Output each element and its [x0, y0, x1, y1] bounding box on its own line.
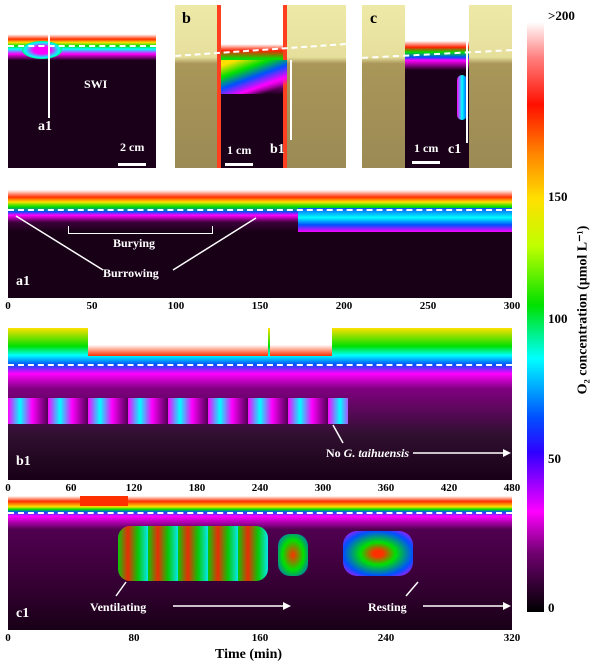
xtick-label: 180	[188, 482, 206, 494]
burrowing-arrows	[15, 215, 257, 271]
colorbar-tick: 50	[548, 451, 561, 466]
profile-line-c1	[466, 38, 468, 143]
xaxis-title: Time (min)	[215, 647, 283, 662]
xtick-label: 50	[86, 300, 98, 312]
xtick-label: 300	[314, 482, 332, 494]
oxygen-peak-2	[270, 328, 332, 356]
colorbar-tick: 100	[548, 311, 568, 326]
xtick-label: 60	[65, 482, 77, 494]
xaxis-c1: 0 80 160 240 320	[5, 632, 520, 646]
xtick-label: 360	[377, 482, 395, 494]
strip-label-c1: c1	[16, 606, 30, 621]
xtick-label: 240	[251, 482, 269, 494]
xtick-label: 160	[251, 632, 269, 644]
xtick-label: 100	[167, 300, 185, 312]
xtick-label: 480	[503, 482, 521, 494]
ventilating-label: Ventilating	[90, 600, 147, 614]
xtick-label: 420	[440, 482, 458, 494]
no-fish-label: No G. taihuensis	[326, 446, 410, 460]
scale-label-b: 1 cm	[227, 143, 252, 157]
panel-a-image: a a1 SWI 2 cm	[8, 5, 156, 168]
strip-label-b1: b1	[16, 454, 31, 469]
planar-optode-window-b	[217, 5, 287, 168]
panel-label-a: a	[14, 9, 22, 26]
heatmap-c1: c1 Ventilating Resting	[8, 496, 512, 630]
xtick-label: 300	[503, 300, 521, 312]
profile-label-c1: c1	[448, 142, 462, 157]
scale-bar-b	[225, 163, 253, 166]
panel-c-image: c c1 1 cm	[362, 5, 512, 168]
oxygen-peak-1	[88, 328, 268, 356]
burrow-oxygen-c	[457, 75, 467, 120]
heatmap-a1-band	[298, 208, 512, 232]
ventilation-band-2	[278, 534, 308, 576]
swi-label: SWI	[84, 77, 108, 91]
swi-line-b1	[8, 364, 512, 366]
xtick-label: 120	[125, 482, 143, 494]
scale-bar-a	[118, 163, 146, 166]
swi-line-a1	[8, 209, 512, 211]
xtick-label: 240	[377, 632, 395, 644]
burrow-ventilation-band	[8, 398, 348, 424]
colorbar-tick: 0	[548, 600, 555, 615]
profile-label-b1: b1	[270, 142, 285, 157]
ventilation-band-1	[118, 526, 268, 581]
panel-label-b: b	[182, 10, 191, 27]
panel-b-image: b b1 1 cm	[175, 5, 346, 168]
annotation-arrows-b1	[332, 424, 511, 457]
xaxis-b1: 0 60 120 180 240 300 360 420 480	[5, 482, 520, 496]
profile-label-a1: a1	[38, 119, 52, 134]
scale-label-c: 1 cm	[414, 141, 439, 155]
profile-line-a1	[48, 33, 50, 118]
burrow-oxygen-b	[221, 60, 287, 94]
swi-line	[8, 45, 156, 47]
heatmap-b1: b1 No G. taihuensis	[8, 328, 512, 480]
scale-label-a: 2 cm	[120, 140, 145, 154]
xtick-label: 200	[335, 300, 353, 312]
planar-optode-window-c	[405, 5, 469, 168]
colorbar-tick: >200	[548, 8, 575, 23]
resting-label: Resting	[368, 600, 407, 614]
profile-line-b1	[290, 60, 292, 140]
annotation-arrows-c1	[115, 581, 511, 610]
xtick-label: 0	[5, 300, 11, 312]
colorbar	[527, 22, 544, 612]
heatmap-a1: a1 Burying Burrowing	[8, 178, 512, 298]
xtick-label: 150	[251, 300, 269, 312]
xtick-label: 0	[5, 632, 11, 644]
burying-bracket	[68, 226, 213, 234]
oxygen-peak-c1	[80, 496, 128, 506]
panel-label-c: c	[370, 10, 378, 27]
xtick-label: 320	[503, 632, 521, 644]
xtick-label: 0	[5, 482, 11, 494]
burying-label: Burying	[113, 236, 156, 250]
colorbar-title: O₂ concentration (μmol L⁻¹)	[575, 225, 591, 395]
swi-line-c1	[8, 512, 512, 514]
burrowing-label: Burrowing	[103, 266, 159, 280]
scale-bar-c	[412, 161, 440, 164]
ventilation-band-3	[343, 531, 413, 576]
strip-label-a1: a1	[16, 274, 30, 289]
colorbar-tick: 150	[548, 189, 568, 204]
xaxis-a1: 0 50 100 150 200 250 300	[5, 300, 520, 314]
xtick-label: 250	[419, 300, 437, 312]
xtick-label: 80	[128, 632, 140, 644]
burrow-anomaly	[22, 41, 62, 59]
